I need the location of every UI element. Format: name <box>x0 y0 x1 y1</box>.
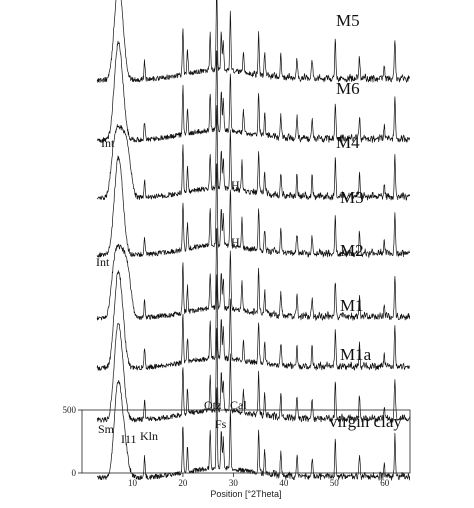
y-tick-label-0: 0 <box>72 468 77 478</box>
x-axis-title: Position [°2Theta] <box>210 489 281 499</box>
x-tick-label-10: 10 <box>128 478 138 488</box>
annotation-qtz-3: Qtz <box>204 398 221 412</box>
annotation-fs-4: Fs <box>215 417 227 431</box>
trace-m2 <box>96 227 411 321</box>
sample-label-m1a: M1a <box>340 345 372 364</box>
annotation-sm-0: Sm <box>98 422 115 436</box>
sample-label-m3: M3 <box>340 188 364 207</box>
annotation-int-6: Int <box>101 136 115 150</box>
label-layer: M5 M6 M4 M3 M2 M1 M1a virgin clay Sm I11 Kln Qtz FsC… <box>96 11 402 446</box>
trace-m4 <box>96 104 411 201</box>
trace-m5 <box>96 0 411 83</box>
trace-virgin-clay <box>96 379 411 481</box>
annotation-kln-2: Kln <box>140 429 158 443</box>
annotation-cal-5: Cal <box>230 398 247 412</box>
x-tick-label-50: 50 <box>330 478 340 488</box>
x-tick-label-40: 40 <box>279 478 289 488</box>
trace-m1a <box>96 322 411 423</box>
sample-label-m5: M5 <box>336 11 360 30</box>
sample-label-m6: M6 <box>336 79 360 98</box>
trace-m1 <box>96 270 410 371</box>
trace-m6 <box>96 40 411 143</box>
annotation-h-9: H <box>231 235 240 249</box>
x-tick-label-30: 30 <box>229 478 239 488</box>
sample-label-m2: M2 <box>340 241 364 260</box>
sample-label-m1: M1 <box>340 296 364 315</box>
axis-layer: Position [°2Theta] 10 20 30 40 50 60 0 500 <box>63 405 411 499</box>
y-tick-label-500: 500 <box>63 405 77 415</box>
x-tick-label-20: 20 <box>178 478 188 488</box>
annotation-h-8: H <box>231 178 240 192</box>
x-tick-label-60: 60 <box>380 478 390 488</box>
bottom-panel-frame <box>81 409 411 474</box>
trace-m3 <box>96 155 411 258</box>
annotation-i11-1: I11 <box>121 432 137 446</box>
trace-layer <box>96 0 411 481</box>
annotation-int-7: Int <box>96 255 110 269</box>
sample-label-m4: M4 <box>336 133 360 152</box>
sample-label-virgin-clay: virgin clay <box>329 412 402 431</box>
